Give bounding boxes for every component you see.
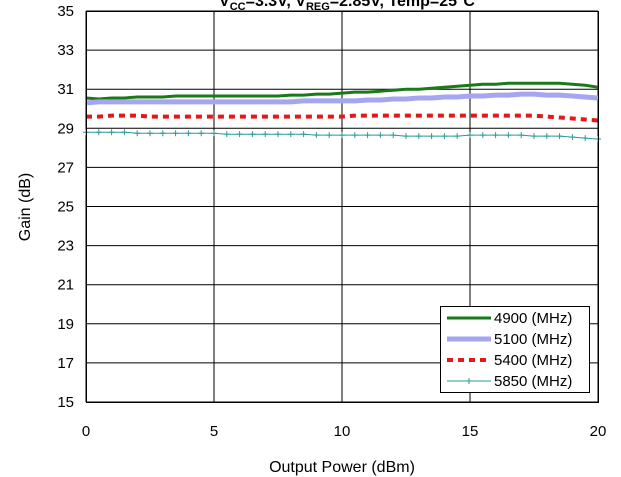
data-point-marker: [300, 131, 307, 138]
x-tick-label: 15: [462, 423, 479, 440]
legend-items: 4900 (MHz) 5100 (MHz) 5400 (MHz) 5850 (MHz): [447, 310, 572, 390]
plot-frame: [86, 11, 599, 403]
legend-item: 4900 (MHz): [447, 310, 572, 327]
data-point-marker: [428, 133, 435, 140]
series-line: [86, 113, 599, 123]
data-point-marker: [351, 132, 358, 139]
data-point-marker: [467, 132, 473, 139]
x-tick-label: 0: [82, 423, 90, 440]
data-point-marker: [518, 132, 525, 139]
data-point-marker: [249, 131, 256, 138]
title-reg-value: =2.85V, Temp=25°C: [330, 0, 476, 10]
x-tick-label: 20: [590, 423, 607, 440]
data-point-marker: [454, 133, 461, 140]
data-point-marker: [441, 133, 448, 140]
legend: 4900 (MHz) 5100 (MHz) 5400 (MHz) 5850 (MHz): [440, 306, 590, 393]
data-point-marker: [185, 130, 192, 137]
y-tick-label: 23: [57, 238, 74, 255]
data-point-marker: [223, 131, 230, 138]
data-point-marker: [108, 129, 115, 136]
series-5400: [86, 113, 599, 123]
y-axis-title: Gain (dB): [17, 173, 34, 241]
data-point-marker: [198, 130, 205, 137]
legend-marker: [466, 378, 472, 384]
legend-box: [440, 306, 590, 393]
y-tick-label: 35: [57, 3, 74, 20]
data-point-marker: [134, 130, 141, 137]
legend-item: 5400 (MHz): [447, 352, 572, 369]
y-tick-label: 21: [57, 277, 74, 294]
y-tick-label: 31: [57, 81, 74, 98]
data-point-marker: [275, 131, 281, 138]
data-point-marker: [556, 133, 563, 140]
x-tick-label: 10: [334, 423, 351, 440]
title-reg-subscript: REG: [306, 1, 330, 13]
legend-item: 5100 (MHz): [447, 331, 572, 348]
chart-title: VCC=3.3V, VREG=2.85V, Temp=25°C: [219, 0, 475, 13]
data-point-marker: [172, 130, 179, 137]
data-point-marker: [569, 134, 576, 141]
legend-item: 5850 (MHz): [447, 373, 572, 390]
y-tick-label: 25: [57, 199, 74, 216]
data-point-marker: [95, 129, 102, 136]
y-tick-label: 17: [57, 355, 74, 372]
y-tick-label: 29: [57, 120, 74, 137]
y-tick-label: 33: [57, 42, 74, 59]
data-point-marker: [531, 133, 537, 140]
data-point-marker: [543, 133, 550, 140]
data-point-marker: [287, 131, 294, 138]
legend-label: 5100 (MHz): [494, 331, 572, 348]
series-line: [85, 81, 599, 101]
data-point-marker: [211, 130, 217, 137]
y-tick-label: 15: [57, 394, 74, 411]
y-tick-label: 27: [57, 159, 74, 176]
data-point-marker: [390, 132, 397, 139]
y-tick-label: 19: [57, 316, 74, 333]
data-point-marker: [582, 135, 589, 142]
data-point-marker: [313, 132, 320, 139]
data-point-marker: [415, 133, 422, 140]
title-cc-subscript: CC: [230, 1, 246, 13]
data-point-marker: [492, 132, 499, 139]
title-cc-value: =3.3V, V: [246, 0, 307, 10]
series-layer: [83, 81, 601, 143]
data-point-marker: [147, 130, 153, 137]
legend-label: 5400 (MHz): [494, 352, 572, 369]
title-v-part: V: [219, 0, 230, 10]
series-5850: [83, 129, 601, 143]
series-line: [85, 91, 599, 106]
data-point-marker: [121, 129, 128, 136]
data-point-marker: [339, 132, 345, 139]
legend-label: 5850 (MHz): [494, 373, 572, 390]
data-point-marker: [159, 130, 166, 137]
series-4900: [85, 81, 599, 101]
data-point-marker: [236, 131, 243, 138]
x-tick-label: 5: [210, 423, 218, 440]
series-5100: [85, 91, 599, 106]
data-point-marker: [262, 131, 269, 138]
tick-labels: 15 17 19 21 23 25 27 29 31 33 35 0 5 10 15 20: [57, 3, 606, 440]
data-point-marker: [377, 132, 384, 139]
data-point-marker: [326, 132, 333, 139]
data-point-marker: [479, 132, 486, 139]
data-point-marker: [364, 132, 371, 139]
legend-label: 4900 (MHz): [494, 310, 572, 327]
x-axis-title: Output Power (dBm): [269, 459, 415, 476]
data-point-marker: [403, 133, 409, 140]
data-point-marker: [505, 132, 512, 139]
